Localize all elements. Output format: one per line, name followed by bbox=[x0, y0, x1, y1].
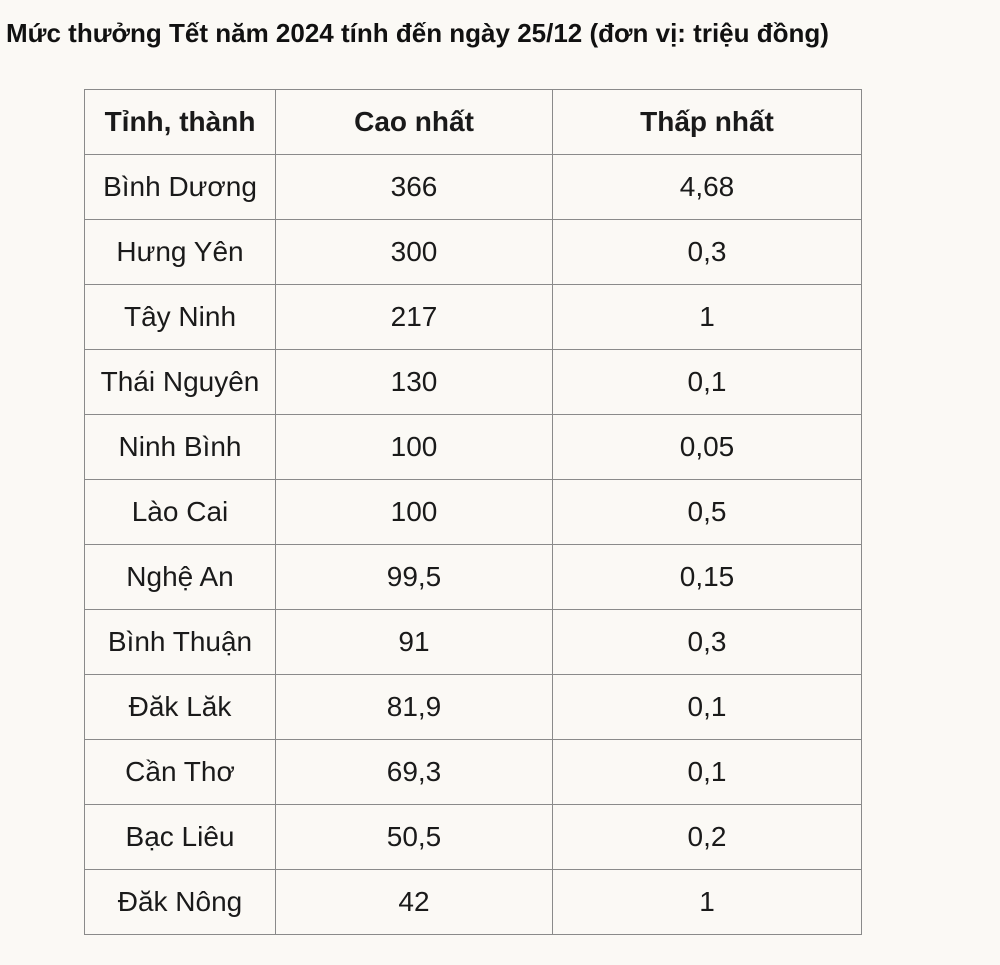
cell-lowest: 0,5 bbox=[552, 479, 862, 545]
header-province: Tỉnh, thành bbox=[84, 89, 276, 155]
table-row: Lào Cai 100 0,5 bbox=[84, 479, 862, 545]
cell-highest: 42 bbox=[275, 869, 553, 935]
table-row: Đăk Lăk 81,9 0,1 bbox=[84, 674, 862, 740]
cell-lowest: 0,15 bbox=[552, 544, 862, 610]
cell-lowest: 1 bbox=[552, 869, 862, 935]
cell-province: Bình Thuận bbox=[84, 609, 276, 675]
cell-province: Hưng Yên bbox=[84, 219, 276, 285]
table-title: Mức thưởng Tết năm 2024 tính đến ngày 25… bbox=[6, 18, 829, 48]
cell-highest: 100 bbox=[275, 479, 553, 545]
cell-province: Cần Thơ bbox=[84, 739, 276, 805]
cell-lowest: 1 bbox=[552, 284, 862, 350]
cell-lowest: 0,2 bbox=[552, 804, 862, 870]
bonus-table: Tỉnh, thành Cao nhất Thấp nhất Bình Dươn… bbox=[84, 89, 862, 935]
table-row: Bình Thuận 91 0,3 bbox=[84, 609, 862, 675]
table-row: Bạc Liêu 50,5 0,2 bbox=[84, 804, 862, 870]
cell-highest: 217 bbox=[275, 284, 553, 350]
table-row: Nghệ An 99,5 0,15 bbox=[84, 544, 862, 610]
header-lowest: Thấp nhất bbox=[552, 89, 862, 155]
cell-province: Lào Cai bbox=[84, 479, 276, 545]
cell-highest: 300 bbox=[275, 219, 553, 285]
table-row: Tây Ninh 217 1 bbox=[84, 284, 862, 350]
cell-province: Đăk Nông bbox=[84, 869, 276, 935]
cell-province: Ninh Bình bbox=[84, 414, 276, 480]
cell-lowest: 0,1 bbox=[552, 739, 862, 805]
cell-province: Tây Ninh bbox=[84, 284, 276, 350]
cell-highest: 130 bbox=[275, 349, 553, 415]
cell-highest: 91 bbox=[275, 609, 553, 675]
cell-lowest: 0,1 bbox=[552, 349, 862, 415]
cell-highest: 366 bbox=[275, 154, 553, 220]
cell-province: Thái Nguyên bbox=[84, 349, 276, 415]
table-row: Hưng Yên 300 0,3 bbox=[84, 219, 862, 285]
cell-province: Bình Dương bbox=[84, 154, 276, 220]
cell-lowest: 0,3 bbox=[552, 609, 862, 675]
header-highest: Cao nhất bbox=[275, 89, 553, 155]
table-row: Đăk Nông 42 1 bbox=[84, 869, 862, 935]
cell-lowest: 0,05 bbox=[552, 414, 862, 480]
cell-province: Đăk Lăk bbox=[84, 674, 276, 740]
table-row: Thái Nguyên 130 0,1 bbox=[84, 349, 862, 415]
table-row: Cần Thơ 69,3 0,1 bbox=[84, 739, 862, 805]
table-row: Bình Dương 366 4,68 bbox=[84, 154, 862, 220]
cell-highest: 99,5 bbox=[275, 544, 553, 610]
cell-province: Nghệ An bbox=[84, 544, 276, 610]
table-header-row: Tỉnh, thành Cao nhất Thấp nhất bbox=[84, 89, 862, 155]
cell-highest: 100 bbox=[275, 414, 553, 480]
cell-highest: 69,3 bbox=[275, 739, 553, 805]
cell-lowest: 0,3 bbox=[552, 219, 862, 285]
cell-province: Bạc Liêu bbox=[84, 804, 276, 870]
cell-highest: 81,9 bbox=[275, 674, 553, 740]
table-row: Ninh Bình 100 0,05 bbox=[84, 414, 862, 480]
cell-lowest: 0,1 bbox=[552, 674, 862, 740]
cell-lowest: 4,68 bbox=[552, 154, 862, 220]
cell-highest: 50,5 bbox=[275, 804, 553, 870]
